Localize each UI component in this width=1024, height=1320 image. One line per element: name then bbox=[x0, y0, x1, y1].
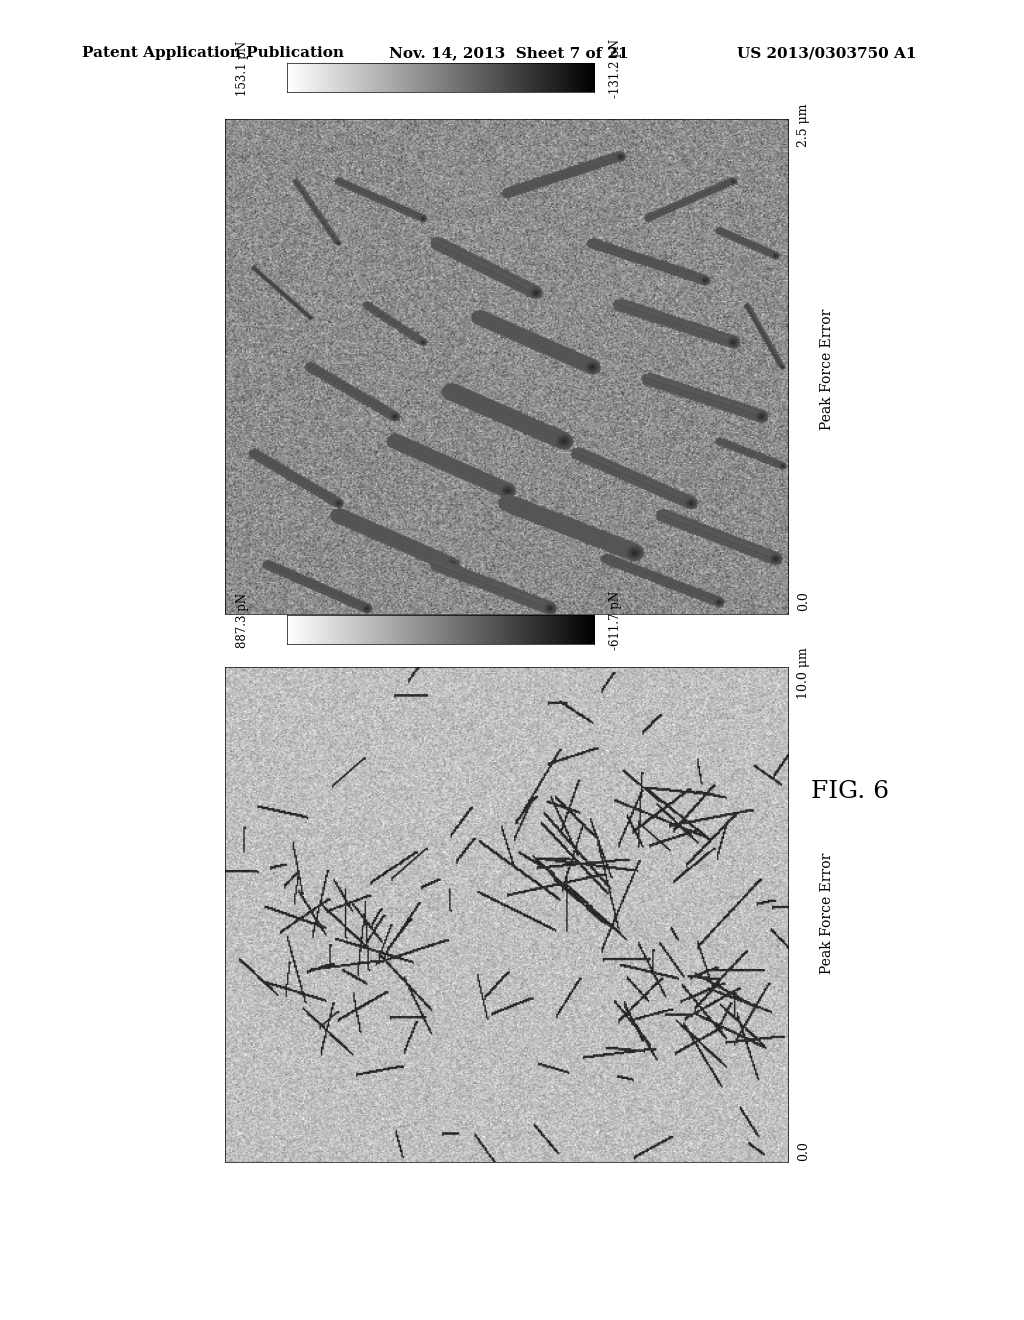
Text: 2.5 μm: 2.5 μm bbox=[797, 104, 810, 147]
Text: Patent Application Publication: Patent Application Publication bbox=[82, 46, 344, 61]
Text: 0.0: 0.0 bbox=[797, 590, 810, 611]
Text: Nov. 14, 2013  Sheet 7 of 21: Nov. 14, 2013 Sheet 7 of 21 bbox=[389, 46, 629, 61]
Text: Peak Force Error: Peak Force Error bbox=[820, 309, 835, 430]
Text: FIG. 6: FIG. 6 bbox=[811, 780, 889, 804]
Text: 10.0 μm: 10.0 μm bbox=[797, 647, 810, 700]
Text: Peak Force Error: Peak Force Error bbox=[820, 853, 835, 974]
Text: 153.1 pN: 153.1 pN bbox=[236, 41, 249, 96]
Text: 887.3 pN: 887.3 pN bbox=[236, 593, 249, 648]
Text: 0.0: 0.0 bbox=[797, 1140, 810, 1162]
Text: -611.7 pN: -611.7 pN bbox=[609, 591, 623, 649]
Text: -131.2 pN: -131.2 pN bbox=[609, 40, 623, 98]
Text: US 2013/0303750 A1: US 2013/0303750 A1 bbox=[737, 46, 916, 61]
